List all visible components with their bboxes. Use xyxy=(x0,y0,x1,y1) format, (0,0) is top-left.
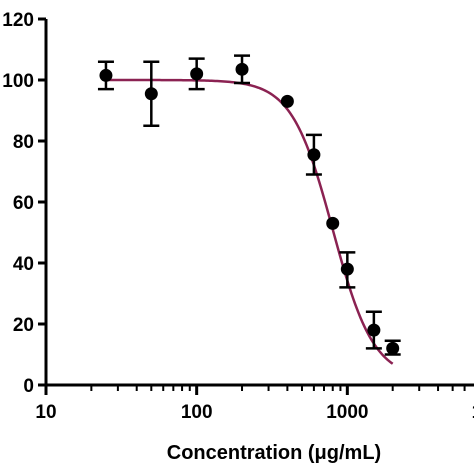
tick-labels-layer: 0 20 40 60 80 100 120 10 100 1000 10000 xyxy=(2,10,474,423)
data-point xyxy=(190,67,204,81)
x-tick-label: 1000 xyxy=(326,402,368,423)
fit-curve xyxy=(105,78,394,365)
y-tick-label: 60 xyxy=(13,193,34,214)
axes xyxy=(38,17,474,395)
x-tick-label: 100 xyxy=(181,402,213,423)
y-tick-label: 20 xyxy=(13,315,34,336)
data-point xyxy=(307,148,321,162)
data-point xyxy=(235,62,249,76)
x-tick-label: 10 xyxy=(35,402,56,423)
data-point xyxy=(367,323,381,337)
data-points-layer xyxy=(97,54,401,356)
y-tick-label: 0 xyxy=(23,376,34,397)
data-point xyxy=(99,68,113,82)
y-tick-label: 100 xyxy=(2,71,34,92)
data-point xyxy=(326,216,340,230)
y-tick-label: 80 xyxy=(13,132,34,153)
y-tick-label: 40 xyxy=(13,254,34,275)
x-axis-title: Concentration (μg/mL) xyxy=(167,442,381,464)
x-tick-label: 10000 xyxy=(472,402,474,423)
data-point xyxy=(386,341,400,355)
y-tick-label: 120 xyxy=(2,10,34,31)
fit-curve-layer xyxy=(105,78,394,365)
data-point xyxy=(144,87,158,101)
data-point xyxy=(280,94,294,108)
data-point xyxy=(340,262,354,276)
